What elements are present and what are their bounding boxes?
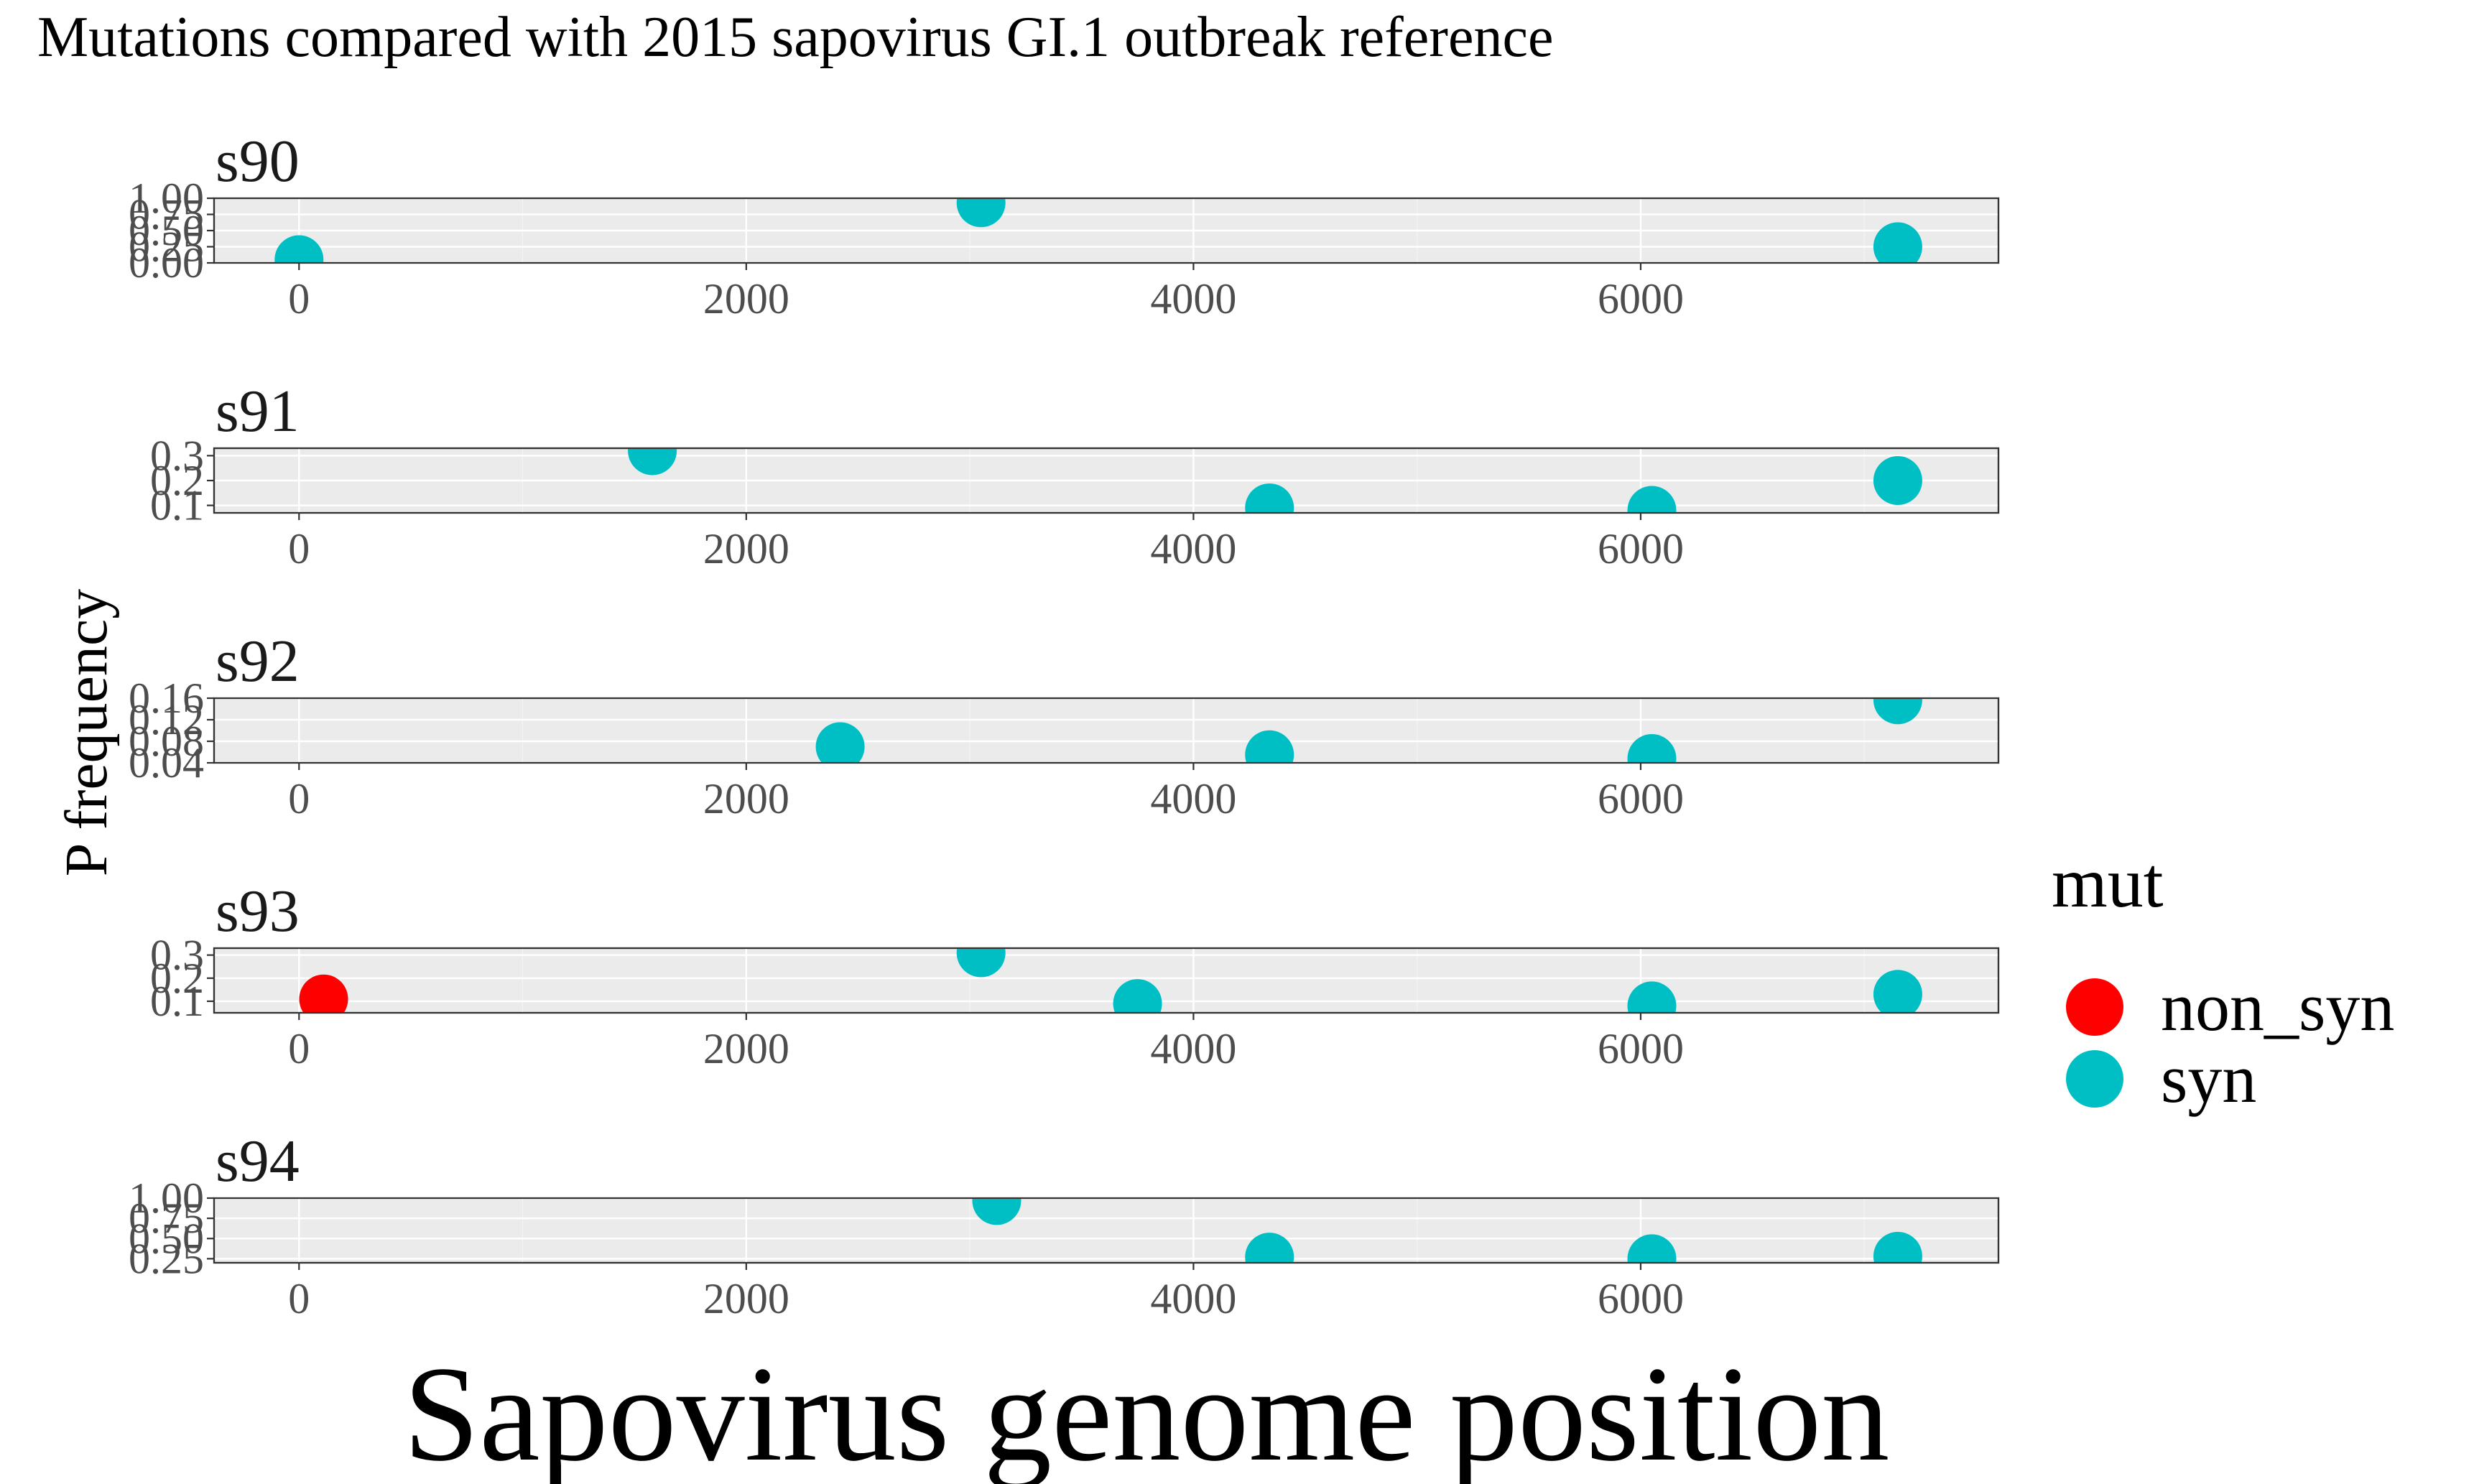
y-tick-label: 0.1 (150, 482, 204, 529)
x-tick-label: 6000 (1598, 525, 1684, 572)
points (972, 1198, 1922, 1263)
y-tick-label: 0.50 (129, 1215, 204, 1262)
y-axis-title: P frequency (53, 589, 120, 876)
x-tick-label: 0 (288, 1275, 310, 1322)
x-tick-label: 0 (288, 275, 310, 323)
x-tick-label: 0 (288, 525, 310, 572)
data-point-syn (1873, 970, 1922, 1013)
x-tick-label: 2000 (703, 1275, 789, 1322)
panel-background (213, 697, 2000, 764)
y-tick-label: 0.2 (150, 955, 204, 1002)
points (274, 198, 1922, 263)
legend-title: mut (2052, 843, 2164, 922)
y-tick-label: 0.2 (150, 457, 204, 504)
data-point-syn (1245, 730, 1294, 763)
legend-label: non_syn (2161, 968, 2394, 1045)
panel-background (213, 947, 2000, 1014)
x-tick-label: 6000 (1598, 275, 1684, 323)
x-tick-label: 2000 (703, 525, 789, 572)
data-point-syn (1245, 1233, 1294, 1263)
x-axis-title: Sapovirus genome position (404, 1339, 1890, 1484)
y-tick-label: 0.1 (150, 978, 204, 1025)
y-tick-label: 0.50 (129, 207, 204, 254)
x-tick-label: 2000 (703, 275, 789, 323)
x-tick-label: 4000 (1150, 275, 1236, 323)
x-tick-label: 0 (288, 1025, 310, 1072)
x-tick-label: 6000 (1598, 1025, 1684, 1072)
data-point-syn (1627, 734, 1677, 763)
points (299, 948, 1922, 1013)
legend-label: syn (2161, 1040, 2256, 1117)
x-tick-label: 2000 (703, 775, 789, 822)
data-point-syn (972, 1198, 1021, 1225)
legend-key-syn (2066, 1050, 2123, 1108)
data-point-syn (956, 198, 1006, 228)
data-point-syn (1627, 1234, 1677, 1263)
data-point-non_syn (299, 974, 348, 1013)
x-tick-label: 4000 (1150, 1275, 1236, 1322)
data-point-syn (815, 722, 865, 763)
data-point-syn (1627, 486, 1677, 513)
facet-label: s90 (216, 128, 300, 195)
y-tick-label: 0.75 (129, 191, 204, 238)
y-tick-label: 1.00 (129, 175, 204, 222)
x-tick-label: 6000 (1598, 775, 1684, 822)
points (815, 698, 1922, 763)
data-point-syn (1873, 1232, 1922, 1263)
data-point-syn (956, 948, 1006, 978)
y-tick-label: 0.25 (129, 223, 204, 271)
x-tick-label: 2000 (703, 1025, 789, 1072)
panel-border (213, 947, 2000, 1014)
data-point-syn (1873, 222, 1922, 263)
facet-s93: s93 0.10.20.3 0 2000 4000 6000 (150, 878, 2000, 1072)
y-tick-label: 0.08 (129, 718, 204, 765)
y-tick-label: 0.25 (129, 1235, 204, 1282)
panel-border (213, 697, 2000, 764)
y-tick-label: 0.75 (129, 1195, 204, 1242)
legend-key-non_syn (2066, 978, 2123, 1036)
data-point-syn (1627, 981, 1677, 1013)
facet-s94: s94 0.250.500.751.00 0 2000 4000 6000 (129, 1128, 2000, 1322)
panel-border (213, 1197, 2000, 1264)
x-tick-label: 6000 (1598, 1275, 1684, 1322)
y-tick-label: 0.04 (129, 739, 204, 787)
data-point-syn (1245, 483, 1294, 513)
facet-label: s92 (216, 628, 300, 695)
x-tick-label: 4000 (1150, 1025, 1236, 1072)
facet-s91: s91 0.10.20.3 0 2000 4000 6000 (150, 378, 2000, 572)
y-tick-label: 0.3 (150, 932, 204, 979)
x-tick-label: 4000 (1150, 525, 1236, 572)
facet-label: s91 (216, 378, 300, 445)
x-tick-label: 0 (288, 775, 310, 822)
y-tick-label: 0.00 (129, 239, 204, 287)
y-tick-label: 0.3 (150, 432, 204, 479)
y-tick-label: 0.16 (129, 674, 204, 722)
y-tick-label: 0.12 (129, 696, 204, 743)
panel-background (213, 1197, 2000, 1264)
y-tick-label: 1.00 (129, 1174, 204, 1222)
x-tick-label: 4000 (1150, 775, 1236, 822)
data-point-syn (1873, 698, 1922, 725)
data-point-syn (628, 448, 677, 476)
points (628, 448, 1922, 513)
data-point-syn (1873, 456, 1922, 505)
data-point-syn (274, 235, 324, 263)
data-point-syn (1113, 979, 1162, 1013)
facet-label: s94 (216, 1128, 300, 1195)
facet-label: s93 (216, 878, 300, 945)
chart-title: Mutations compared with 2015 sapovirus G… (37, 6, 1553, 69)
